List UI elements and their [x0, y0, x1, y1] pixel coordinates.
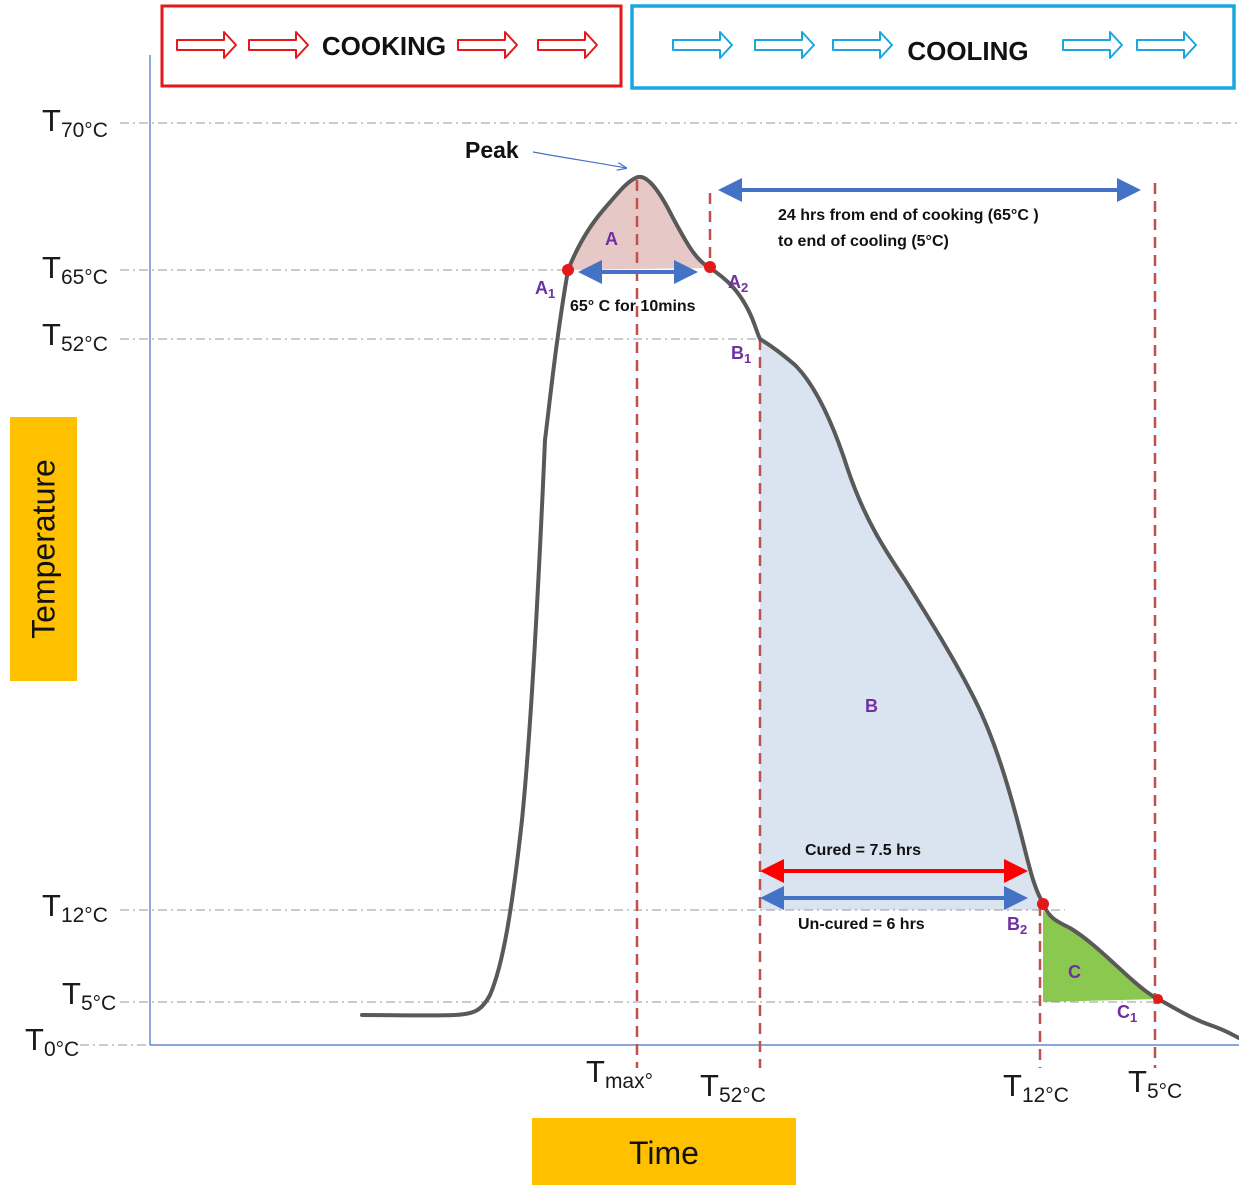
cured-label: Cured = 7.5 hrs [805, 842, 921, 859]
point-a2 [704, 261, 716, 273]
point-c1 [1153, 994, 1163, 1004]
window-label-line2: to end of cooling (5°C) [778, 233, 949, 250]
y-tick-5: T5°C [62, 976, 116, 1015]
cooling-arrows [672, 31, 1197, 59]
point-b2-label: B2 [1007, 914, 1027, 937]
y-tick-65: T65°C [42, 250, 108, 289]
point-b1-label: B1 [731, 343, 751, 366]
x-axis-title-box [532, 1118, 796, 1185]
x-tick-labels: Tmax° T52°C T12°C T5°C [586, 1054, 1182, 1107]
y-tick-12: T12°C [42, 888, 108, 927]
cooking-phase-box [160, 4, 623, 88]
y-tick-0: T0°C [25, 1022, 79, 1061]
cooling-phase-label: COOLING [907, 36, 1028, 66]
point-a2-label: A2 [728, 272, 748, 295]
hold-duration-label: 65° C for 10mins [570, 298, 696, 315]
reference-lines [80, 122, 1239, 1046]
point-a1-label: A1 [535, 278, 555, 301]
peak-pointer [532, 151, 626, 168]
time-markers [635, 180, 1157, 1068]
uncured-label: Un-cured = 6 hrs [798, 916, 925, 933]
point-a1 [562, 264, 574, 276]
point-b2 [1037, 898, 1049, 910]
window-label-line1: 24 hrs from end of cooking (65°C ) [778, 207, 1039, 224]
x-tick-t5: T5°C [1128, 1064, 1182, 1103]
x-tick-t12: T12°C [1003, 1068, 1069, 1107]
region-a-fill [568, 176, 710, 270]
cooling-phase-box [630, 4, 1236, 90]
temperature-curve [360, 174, 1239, 1040]
point-c1-label: C1 [1117, 1002, 1137, 1025]
region-a-label: A [605, 229, 618, 249]
x-axis-title: Time [629, 1135, 699, 1171]
y-axis-title-box [10, 417, 77, 681]
region-b-fill [760, 339, 1043, 910]
x-tick-tmax: Tmax° [586, 1054, 653, 1093]
y-tick-70: T70°C [42, 103, 108, 142]
region-c-label: C [1068, 962, 1081, 982]
region-b-label: B [865, 696, 878, 716]
y-axis-title: Temperature [26, 459, 62, 639]
y-tick-labels: T70°C T65°C T52°C T12°C T5°C T0°C [25, 103, 116, 1061]
x-tick-t52: T52°C [700, 1068, 766, 1107]
cooking-arrows [176, 31, 598, 59]
cooking-phase-label: COOKING [322, 31, 446, 61]
peak-label: Peak [465, 137, 519, 163]
y-tick-52: T52°C [42, 317, 108, 356]
